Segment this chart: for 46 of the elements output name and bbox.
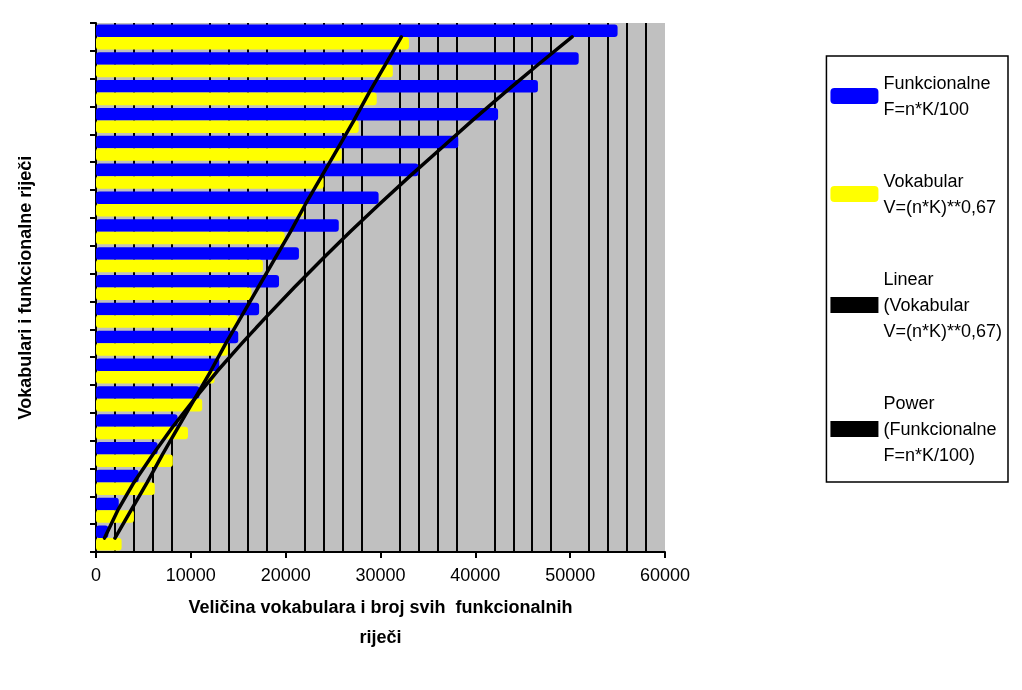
x-axis-title: Veličina vokabulara i broj svih funkcionalnih riječi [188,597,573,647]
x-tick-label: 60000 [639,565,691,585]
bar [96,191,379,204]
bar [96,302,260,316]
x-tick-label: 50000 [545,565,596,585]
bar [96,163,419,177]
bar [96,469,139,483]
bar [96,538,122,551]
bar [96,274,280,288]
legend-label: Power (Funkcionalne F=n*K/100) [883,393,997,465]
bar [96,176,324,189]
bar [96,497,119,511]
bar [96,247,299,260]
x-tick-label: 10000 [165,565,216,585]
bar [96,398,203,412]
bar [96,148,342,161]
x-tick-label: 20000 [260,565,311,585]
bar [96,330,239,344]
x-tick-label: 0 [90,565,102,585]
x-tick-label: 30000 [355,565,406,585]
bar [96,259,263,273]
bar [96,343,228,356]
bar [96,371,215,384]
bar [96,64,393,78]
bar [96,24,618,37]
y-axis-title: Vokabulari i funkcionalne riječi [15,155,35,420]
bar [96,92,377,106]
bar [96,386,200,399]
legend-label: Funkcionalne F=n*K/100 [883,73,991,119]
bar [96,442,158,455]
bar [96,358,220,372]
bar [96,120,359,133]
bar [96,231,285,245]
bar [96,287,252,301]
bar [96,80,538,93]
bar [96,203,304,217]
legend-label: Vokabular V=(n*K)**0,67 [883,171,997,217]
bar [96,52,579,65]
x-tick-label: 40000 [450,565,501,585]
bar [96,315,238,328]
bar [96,219,339,232]
legend-label: Linear (Vokabular V=(n*K)**0,67) [883,269,1003,341]
bar [96,135,459,149]
bar [96,414,178,427]
bar [96,36,409,50]
bar [96,107,499,121]
